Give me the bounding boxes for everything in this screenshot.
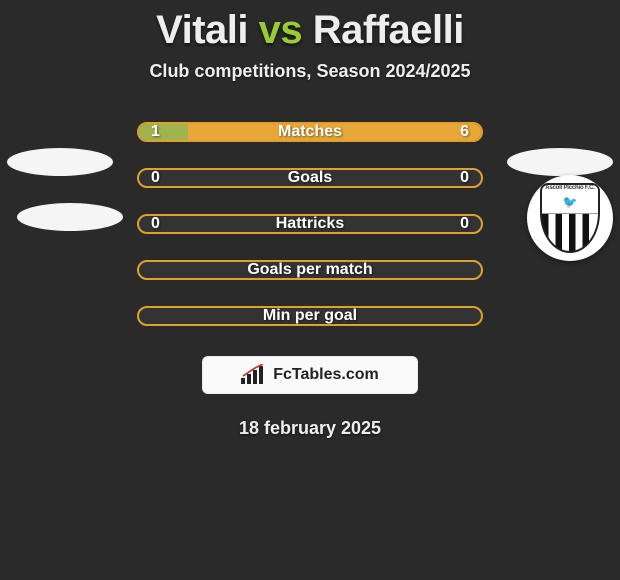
stat-label: Matches: [278, 123, 342, 141]
placeholder-icon: [17, 203, 123, 231]
stat-value-left: 0: [151, 169, 160, 187]
footer-date: 18 february 2025: [0, 418, 620, 439]
club-crest: Ascoli Picchio F.C. 🐦: [527, 175, 613, 261]
player-right-name: Raffaelli: [313, 8, 464, 52]
placeholder-icon: [507, 148, 613, 176]
stat-value-right: 0: [460, 215, 469, 233]
woodpecker-icon: 🐦: [540, 195, 600, 209]
team-logo-right-secondary: Ascoli Picchio F.C. 🐦: [527, 175, 613, 261]
bar-fill-left: [139, 124, 188, 140]
stat-value-left: 1: [151, 123, 160, 141]
stat-bar: 1 6 Matches: [137, 122, 483, 142]
site-logo: FcTables.com: [202, 356, 418, 394]
team-logo-left-secondary: [17, 164, 123, 270]
crest-text: Ascoli Picchio F.C.: [540, 185, 600, 192]
stat-bar: Min per goal: [137, 306, 483, 326]
stat-label: Goals per match: [247, 261, 372, 279]
stat-value-right: 0: [460, 169, 469, 187]
vs-text: vs: [259, 8, 303, 52]
stat-label: Hattricks: [276, 215, 344, 233]
stat-label: Min per goal: [263, 307, 357, 325]
page-title: Vitali vs Raffaelli: [0, 0, 620, 53]
player-left-name: Vitali: [156, 8, 248, 52]
subtitle: Club competitions, Season 2024/2025: [0, 61, 620, 82]
stat-bar: Goals per match: [137, 260, 483, 280]
stat-bar: 0 0 Goals: [137, 168, 483, 188]
site-name: FcTables.com: [273, 366, 379, 384]
bar-chart-icon: [241, 364, 267, 386]
stat-bar: 0 0 Hattricks: [137, 214, 483, 234]
stat-bars: 1 6 Matches 0 0 Goals 0 0 Hattricks Goals per mat…: [137, 122, 483, 326]
shield-icon: [540, 183, 600, 253]
stat-label: Goals: [288, 169, 332, 187]
stat-value-left: 0: [151, 215, 160, 233]
stat-value-right: 6: [460, 123, 469, 141]
